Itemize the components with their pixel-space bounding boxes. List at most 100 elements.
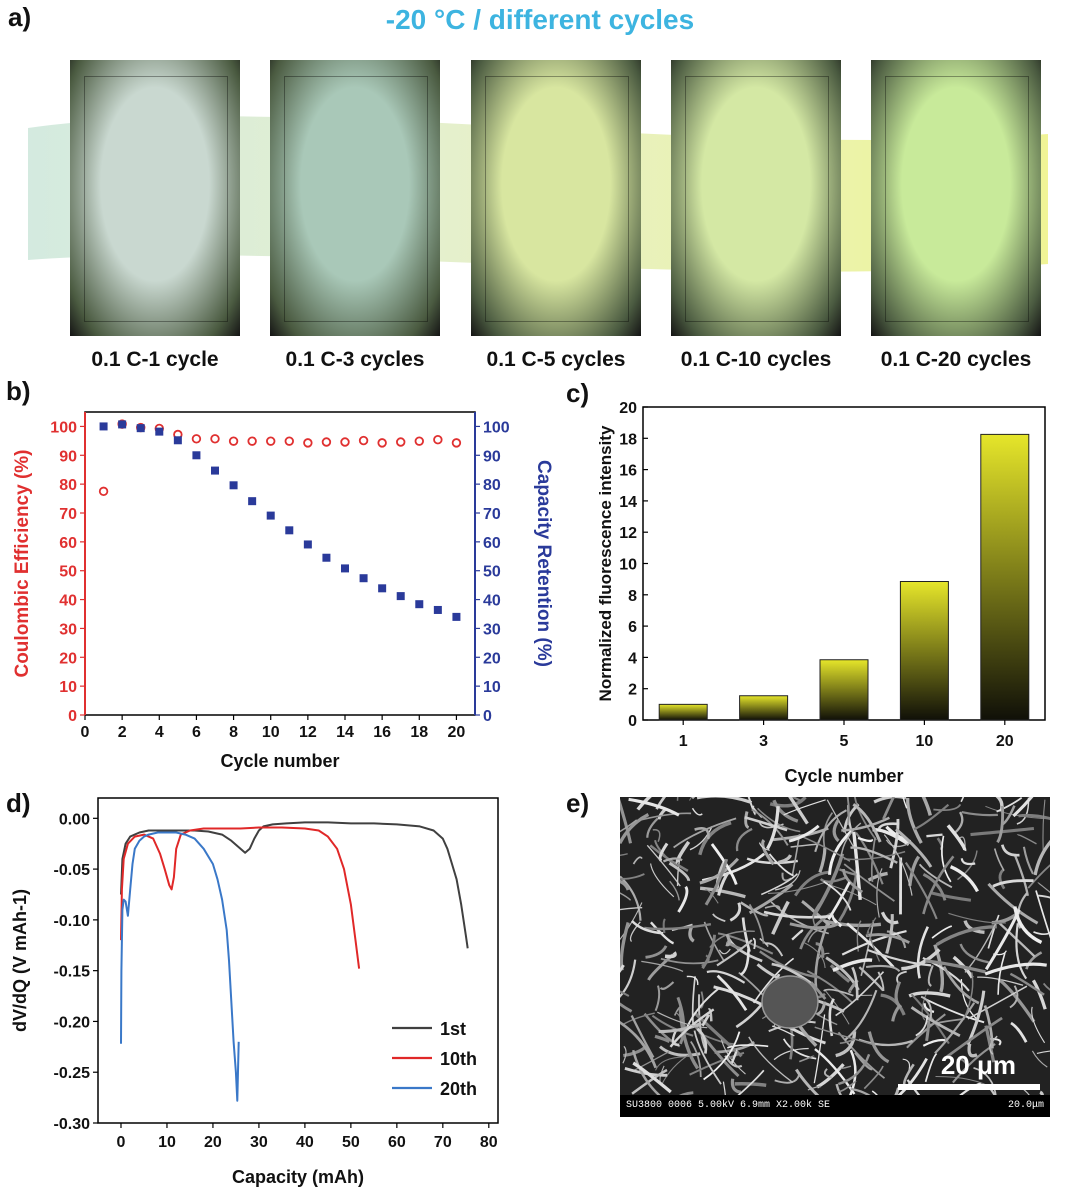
- sem-fiber: [918, 863, 953, 889]
- sem-fiber: [906, 1013, 946, 1049]
- sem-fiber: [997, 952, 1006, 995]
- x-tick-label: 8: [229, 724, 238, 741]
- sem-fiber: [945, 1016, 1003, 1059]
- sem-fiber: [933, 944, 945, 993]
- sem-fiber: [769, 797, 807, 808]
- sem-fiber: [768, 853, 794, 877]
- sem-fiber: [902, 797, 908, 809]
- sem-fiber: [811, 853, 845, 918]
- cell-photo-label-3: 0.1 C-5 cycles: [486, 348, 626, 371]
- sem-fiber: [1037, 882, 1050, 894]
- bar: [658, 703, 708, 721]
- retention-point: [229, 481, 238, 490]
- sem-fiber: [774, 1074, 801, 1084]
- sem-fiber: [669, 1008, 715, 1048]
- sem-fiber: [1033, 931, 1050, 935]
- x-tick-label: 12: [299, 724, 317, 741]
- sem-fiber: [823, 880, 852, 911]
- sem-fiber: [699, 886, 746, 899]
- sem-fiber: [758, 842, 770, 851]
- y-right-tick-label: 50: [483, 564, 501, 581]
- sem-fiber: [843, 863, 895, 902]
- sem-fiber: [636, 797, 652, 811]
- sem-fiber: [822, 812, 834, 852]
- sem-fiber: [964, 972, 974, 1017]
- sem-fiber: [880, 993, 906, 1016]
- x-tick-label: 20: [996, 733, 1014, 750]
- sem-fiber: [620, 990, 630, 997]
- cell-photo-2: [270, 60, 440, 336]
- sem-fiber: [650, 863, 675, 898]
- sem-fiber: [865, 964, 901, 973]
- sem-fiber: [622, 1012, 655, 1026]
- sem-fiber: [632, 1061, 672, 1094]
- legend-label: 20th: [440, 1079, 477, 1099]
- retention-point: [396, 592, 405, 601]
- sem-fiber: [987, 914, 1000, 949]
- cell-photo-label-4: 0.1 C-10 cycles: [680, 348, 832, 371]
- retention-point: [285, 526, 294, 535]
- sem-info-left: SU3800 0006 5.00kV 6.9mm X2.00k SE: [626, 1100, 831, 1111]
- sem-fiber: [920, 995, 933, 1021]
- sem-fiber: [870, 837, 876, 883]
- sem-fiber: [691, 807, 703, 816]
- sem-fiber: [620, 959, 637, 998]
- sem-fiber: [628, 797, 680, 817]
- y-left-axis-title: Coulombic Efficiency (%): [12, 449, 33, 677]
- y-tick-label: 10: [619, 557, 637, 574]
- y-left-tick-label: 80: [59, 477, 77, 494]
- sem-fiber: [744, 811, 750, 829]
- ce-point: [191, 434, 202, 444]
- sem-particle: [761, 975, 819, 1029]
- sem-fiber: [877, 822, 900, 830]
- x-tick-label: 2: [118, 724, 127, 741]
- sem-fiber: [678, 1007, 700, 1070]
- sem-fiber: [846, 797, 850, 826]
- sem-fiber: [807, 928, 822, 943]
- sem-fiber: [891, 1003, 902, 1022]
- sem-fiber: [935, 925, 997, 947]
- sem-fiber: [895, 828, 933, 868]
- sem-fiber: [959, 943, 989, 964]
- x-tick-label: 6: [192, 724, 201, 741]
- y-right-tick-label: 90: [483, 448, 501, 465]
- sem-fiber: [908, 855, 921, 886]
- sem-fiber: [1012, 797, 1034, 818]
- retention-point: [136, 424, 145, 433]
- ce-point: [247, 436, 257, 446]
- sem-fiber: [813, 1014, 826, 1084]
- y-tick-label: 20: [619, 400, 637, 417]
- sem-fiber: [659, 981, 675, 990]
- sem-fiber: [794, 870, 829, 897]
- y-tick-label: 12: [619, 525, 637, 542]
- sem-fiber: [865, 933, 910, 944]
- sem-fiber: [783, 799, 826, 816]
- sem-fiber: [620, 922, 630, 971]
- sem-fiber: [693, 1030, 722, 1085]
- y-left-tick-label: 60: [59, 535, 77, 552]
- sem-fiber: [1000, 844, 1020, 857]
- sem-fiber: [828, 830, 853, 875]
- cell-pouch-outline: [485, 76, 629, 322]
- sem-fiber: [925, 959, 986, 974]
- sem-fiber: [858, 966, 885, 992]
- ce-point: [321, 437, 332, 447]
- x-tick-label: 3: [759, 733, 768, 750]
- sem-fiber: [660, 957, 719, 965]
- sem-fiber: [948, 912, 1007, 924]
- sem-fiber: [925, 998, 985, 1024]
- sem-fiber: [916, 926, 929, 979]
- sem-fiber: [726, 1044, 769, 1049]
- sem-fiber: [885, 914, 894, 954]
- y-tick-label: -0.10: [54, 913, 91, 930]
- sem-fiber: [748, 903, 765, 944]
- sem-fiber: [1013, 906, 1043, 944]
- sem-fiber: [620, 892, 632, 901]
- sem-fiber: [622, 1045, 627, 1064]
- retention-point: [415, 600, 424, 609]
- ce-point: [396, 437, 406, 447]
- panel-b-label: b): [6, 376, 31, 406]
- sem-fiber: [717, 932, 774, 955]
- sem-fiber: [763, 910, 834, 919]
- x-tick-label: 80: [480, 1134, 498, 1151]
